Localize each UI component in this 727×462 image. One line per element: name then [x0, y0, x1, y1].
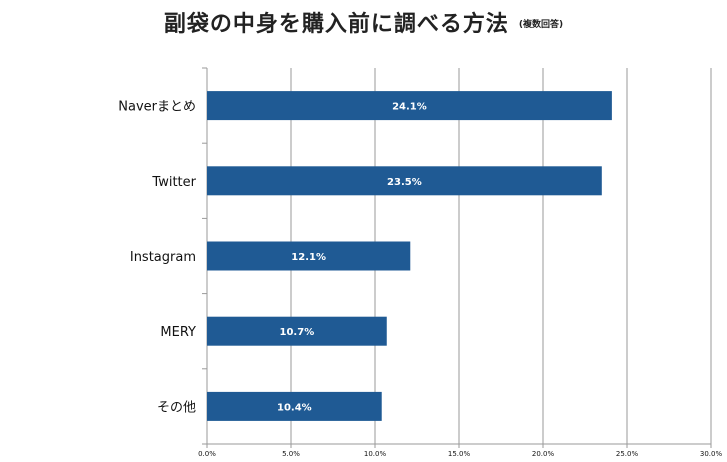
- data-label: 10.4%: [277, 402, 312, 413]
- x-tick-label: 5.0%: [282, 450, 300, 458]
- x-tick-label: 15.0%: [448, 450, 471, 458]
- category-label: Naverまとめ: [118, 100, 196, 115]
- x-tick-label: 10.0%: [364, 450, 387, 458]
- x-tick-label: 30.0%: [700, 450, 723, 458]
- category-label: Instagram: [130, 250, 196, 265]
- data-label: 23.5%: [387, 177, 422, 188]
- category-label: その他: [157, 400, 196, 415]
- chart-title: 副袋の中身を購入前に調べる方法 (複数回答): [0, 6, 727, 38]
- category-label: MERY: [160, 325, 196, 340]
- bars: [207, 91, 612, 421]
- chart-title-main: 副袋の中身を購入前に調べる方法: [163, 12, 509, 37]
- x-tick-label: 0.0%: [198, 450, 216, 458]
- data-label: 10.7%: [280, 327, 315, 338]
- chart-subtitle: (複数回答): [518, 20, 564, 30]
- bar: [207, 316, 387, 346]
- data-label: 12.1%: [291, 252, 326, 263]
- x-tick-label: 20.0%: [532, 450, 555, 458]
- bar: [207, 166, 602, 196]
- x-tick-label: 25.0%: [616, 450, 639, 458]
- data-label: 24.1%: [392, 102, 427, 113]
- labels: 0.0% 5.0% 10.0% 15.0% 20.0% 25.0% 30.0% 24.1% Na…: [118, 100, 722, 458]
- bar: [207, 241, 411, 271]
- category-label: Twitter: [151, 175, 196, 190]
- bar: [207, 91, 612, 121]
- bar: [207, 391, 382, 421]
